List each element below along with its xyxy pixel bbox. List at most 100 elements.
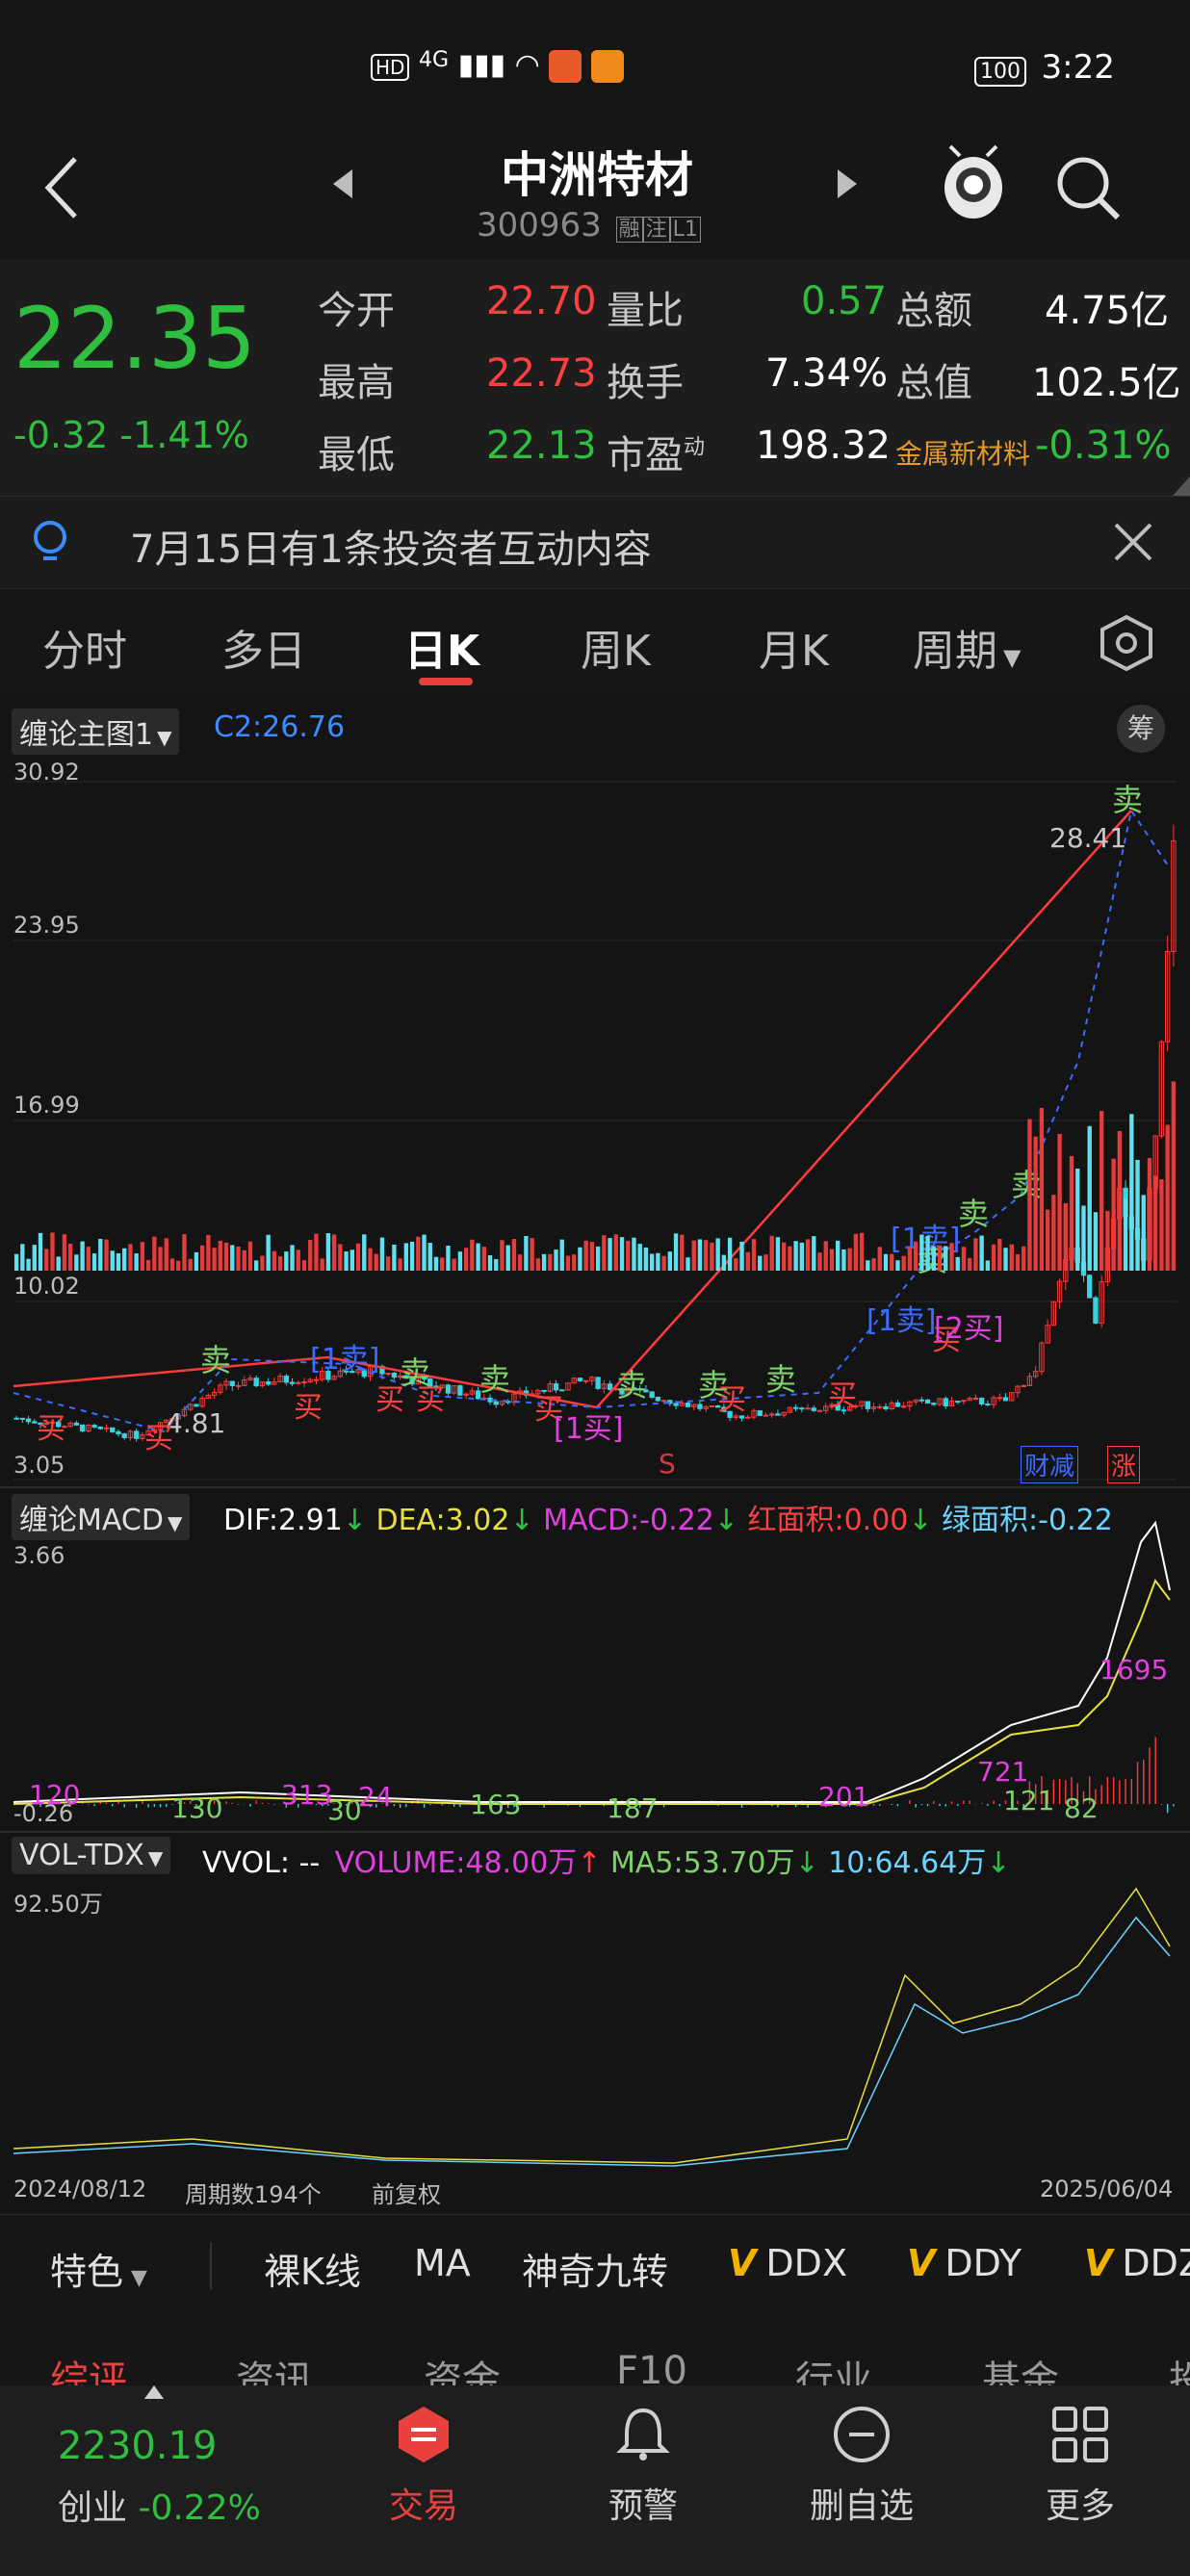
macd-indicator-select[interactable]: 缠论MACD ▼ bbox=[12, 1494, 191, 1540]
tab-weekly-k[interactable]: 周K bbox=[581, 627, 651, 676]
volume-bar bbox=[836, 1240, 841, 1271]
tab-multiday[interactable]: 多日 bbox=[221, 627, 306, 676]
candle-body bbox=[1093, 1297, 1099, 1324]
volume-bar bbox=[745, 1251, 750, 1271]
volume-bar bbox=[422, 1234, 427, 1271]
volume-indicator-select[interactable]: VOL-TDX ▼ bbox=[12, 1837, 171, 1874]
volume-bar bbox=[691, 1240, 696, 1271]
tab-fund[interactable]: 基金 bbox=[982, 2358, 1059, 2387]
macd-bar bbox=[375, 1804, 377, 1808]
volume-bar bbox=[392, 1244, 397, 1271]
index-change: -0.22% bbox=[138, 2488, 261, 2528]
tab-f10[interactable]: F10 bbox=[616, 2349, 687, 2387]
search-icon[interactable] bbox=[1054, 154, 1122, 221]
tab-overview[interactable]: 综评 bbox=[50, 2358, 127, 2387]
candle-body bbox=[223, 1380, 229, 1386]
sell-marker: 卖 bbox=[1112, 782, 1143, 818]
index-value[interactable]: 2230.19 bbox=[58, 2424, 218, 2468]
next-stock-icon[interactable] bbox=[834, 167, 859, 200]
chevron-down-icon: ▼ bbox=[1003, 644, 1022, 671]
feature-ma[interactable]: MA bbox=[414, 2242, 471, 2284]
sector-name[interactable]: 金属新材料 bbox=[895, 438, 1031, 470]
candle-body bbox=[924, 1399, 931, 1404]
chip-distribution-button[interactable]: 筹 bbox=[1117, 705, 1165, 753]
candle-body bbox=[110, 1427, 116, 1432]
volume-bar bbox=[320, 1258, 324, 1271]
down-arrow-icon: ↓ bbox=[794, 1846, 819, 1880]
macd-bar bbox=[183, 1802, 186, 1804]
divider bbox=[210, 2242, 212, 2290]
limit-up-badge[interactable]: 涨 bbox=[1107, 1446, 1141, 1483]
quote-value-high: 22.73 bbox=[486, 351, 597, 396]
feature-ddz-label: DDZ bbox=[1122, 2242, 1190, 2284]
tab-news[interactable]: 资讯 bbox=[236, 2358, 313, 2387]
feature-ddx[interactable]: V DDX bbox=[728, 2242, 847, 2284]
feature-ddz[interactable]: VDDZ bbox=[1084, 2242, 1190, 2284]
volume-bar bbox=[626, 1240, 631, 1271]
tab-daily-k[interactable]: 日K bbox=[404, 627, 480, 676]
buy-marker: 买 bbox=[717, 1383, 746, 1417]
volume-bar bbox=[1105, 1210, 1110, 1271]
feature-naked-k[interactable]: 裸K线 bbox=[264, 2251, 361, 2293]
quote-label-turnover-rate: 换手 bbox=[607, 361, 684, 405]
macd-bar bbox=[963, 1800, 965, 1804]
tab-intraday[interactable]: 分时 bbox=[42, 627, 127, 676]
notice-bar[interactable]: 7月15日有1条投资者互动内容 bbox=[0, 496, 1190, 589]
feature-ddy[interactable]: V DDY bbox=[907, 2242, 1022, 2284]
volume-bar bbox=[608, 1238, 612, 1271]
main-indicator-select[interactable]: 缠论主图1 ▼ bbox=[12, 708, 180, 755]
buy-marker: 买 bbox=[375, 1383, 404, 1417]
volume-bar bbox=[86, 1247, 91, 1271]
feature-magic-nine[interactable]: 神奇九转 bbox=[522, 2251, 669, 2293]
nav-remove-watchlist[interactable]: 删自选 bbox=[785, 2405, 939, 2528]
nav-trade[interactable]: 交易 bbox=[347, 2405, 501, 2528]
prev-stock-icon[interactable] bbox=[331, 167, 356, 200]
kline-svg: 28.41 4.81 卖 卖 卖 卖 卖 卖 卖 卖 卖 卖 买 买 买 买 买… bbox=[13, 781, 1177, 2167]
candle-body bbox=[25, 1418, 32, 1423]
candle-body bbox=[907, 1401, 913, 1407]
financial-report-badge[interactable]: 财减 bbox=[1021, 1446, 1079, 1483]
candle-body bbox=[277, 1376, 283, 1383]
candle-body bbox=[493, 1401, 499, 1405]
macd-bar bbox=[944, 1804, 946, 1807]
volume-bar bbox=[649, 1253, 655, 1271]
candle-body bbox=[1050, 1301, 1057, 1327]
macd-bar bbox=[201, 1800, 203, 1804]
settings-hexagon-icon[interactable] bbox=[1098, 614, 1155, 672]
badge-level1: L1 bbox=[669, 217, 701, 243]
macd-values: DIF:2.91↓ DEA:3.02↓ MACD:-0.22↓ 红面积:0.00… bbox=[223, 1496, 1113, 1538]
volume-bar bbox=[895, 1260, 900, 1271]
tab-monthly-k[interactable]: 月K bbox=[759, 627, 829, 676]
tab-capital[interactable]: 资金 bbox=[424, 2358, 501, 2387]
volume-bar bbox=[937, 1245, 943, 1271]
candle-body bbox=[883, 1405, 889, 1409]
volume-bar bbox=[1123, 1198, 1128, 1271]
tab-period-dropdown[interactable]: 周期 ▼ bbox=[913, 616, 1021, 678]
chart-area[interactable]: 缠论主图1 ▼ C2:26.76 筹 30.92 23.95 16.99 10.0… bbox=[0, 695, 1190, 2211]
close-icon[interactable] bbox=[1112, 521, 1154, 563]
volume-bar bbox=[242, 1249, 246, 1271]
candle-body bbox=[745, 1416, 751, 1419]
tab-industry[interactable]: 行业 bbox=[795, 2358, 872, 2387]
volume-bar bbox=[1099, 1111, 1104, 1271]
caret-up-icon[interactable] bbox=[144, 2385, 164, 2399]
nav-alert[interactable]: 预警 bbox=[566, 2405, 720, 2528]
macd-bar bbox=[1173, 1804, 1175, 1807]
macd-bar bbox=[291, 1800, 294, 1804]
volume-bar bbox=[997, 1238, 1002, 1271]
nav-more[interactable]: 更多 bbox=[1003, 2405, 1157, 2528]
assistant-mascot-icon[interactable] bbox=[939, 144, 1008, 221]
volume-bar bbox=[721, 1254, 727, 1271]
tab-invest[interactable]: 投 bbox=[1169, 2358, 1190, 2387]
feature-dropdown[interactable]: 特色 ▼ bbox=[50, 2242, 147, 2295]
back-icon[interactable] bbox=[42, 154, 81, 221]
green-area-value: 绿面积:-0.22 bbox=[942, 1504, 1113, 1537]
vip-icon: V bbox=[1084, 2242, 1113, 2284]
volume-bar bbox=[973, 1238, 978, 1271]
volume-bar bbox=[823, 1241, 828, 1271]
candle-body bbox=[199, 1397, 205, 1407]
candle-body bbox=[1171, 840, 1177, 952]
index-info[interactable]: 创业 -0.22% bbox=[58, 2480, 261, 2530]
candle-body bbox=[391, 1373, 398, 1378]
macd-bar bbox=[1076, 1783, 1078, 1804]
